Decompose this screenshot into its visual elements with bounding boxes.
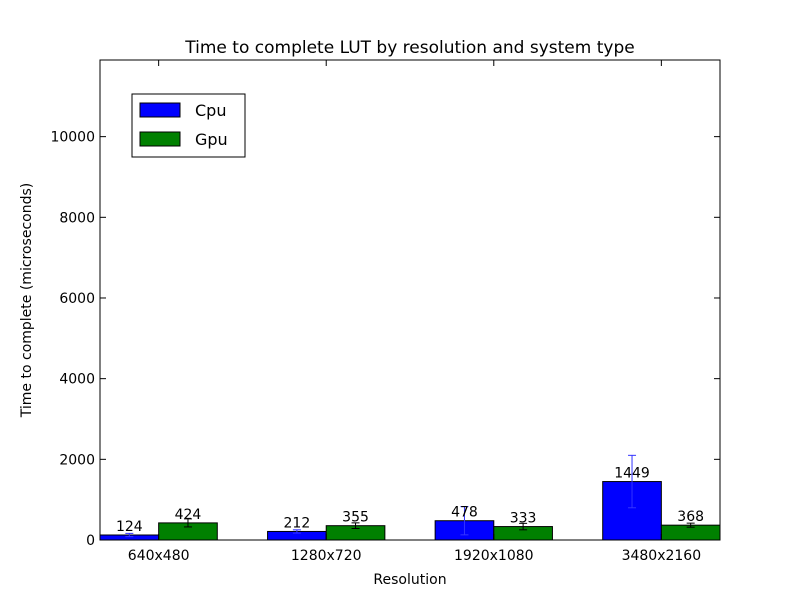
legend-label-gpu: Gpu xyxy=(195,130,228,149)
legend-swatch-gpu xyxy=(139,131,181,147)
y-tick-label: 8000 xyxy=(59,210,95,226)
data-label-group: 124 212 478 1449 424 355 333 368 xyxy=(116,466,704,535)
data-label-cpu-1920x1080: 478 xyxy=(451,505,478,521)
y-tick-label: 6000 xyxy=(59,291,95,307)
data-label-cpu-1280x720: 212 xyxy=(284,515,311,531)
data-label-gpu-1280x720: 355 xyxy=(342,510,369,526)
data-label-gpu-1920x1080: 333 xyxy=(510,511,537,527)
x-tick-label-640x480: 640x480 xyxy=(128,548,190,564)
error-bar-group xyxy=(125,454,695,538)
legend: Cpu Gpu xyxy=(131,93,246,158)
x-tick-label-3480x2160: 3480x2160 xyxy=(622,548,702,564)
data-label-gpu-3480x2160: 368 xyxy=(677,509,704,525)
y-tick-label: 10000 xyxy=(50,130,95,146)
x-tick-label-1920x1080: 1920x1080 xyxy=(454,548,534,564)
x-axis-ticks: 640x480 1280x720 1920x1080 3480x2160 xyxy=(128,60,701,564)
y-axis-label: Time to complete (microseconds) xyxy=(19,183,35,418)
y-tick-label: 0 xyxy=(86,533,95,549)
data-label-gpu-640x480: 424 xyxy=(175,507,202,523)
data-label-cpu-3480x2160: 1449 xyxy=(614,466,650,482)
data-label-cpu-640x480: 124 xyxy=(116,519,143,535)
y-axis-ticks: 0 2000 4000 6000 8000 10000 xyxy=(50,130,720,549)
x-tick-label-1280x720: 1280x720 xyxy=(291,548,362,564)
plot-frame xyxy=(99,59,721,541)
legend-swatch-cpu xyxy=(139,102,181,118)
chart-title: Time to complete LUT by resolution and s… xyxy=(184,38,634,58)
bar-group xyxy=(99,481,721,541)
x-axis-label: Resolution xyxy=(373,572,446,588)
legend-label-cpu: Cpu xyxy=(195,101,226,120)
y-tick-label: 4000 xyxy=(59,372,95,388)
y-tick-label: 2000 xyxy=(59,452,95,468)
